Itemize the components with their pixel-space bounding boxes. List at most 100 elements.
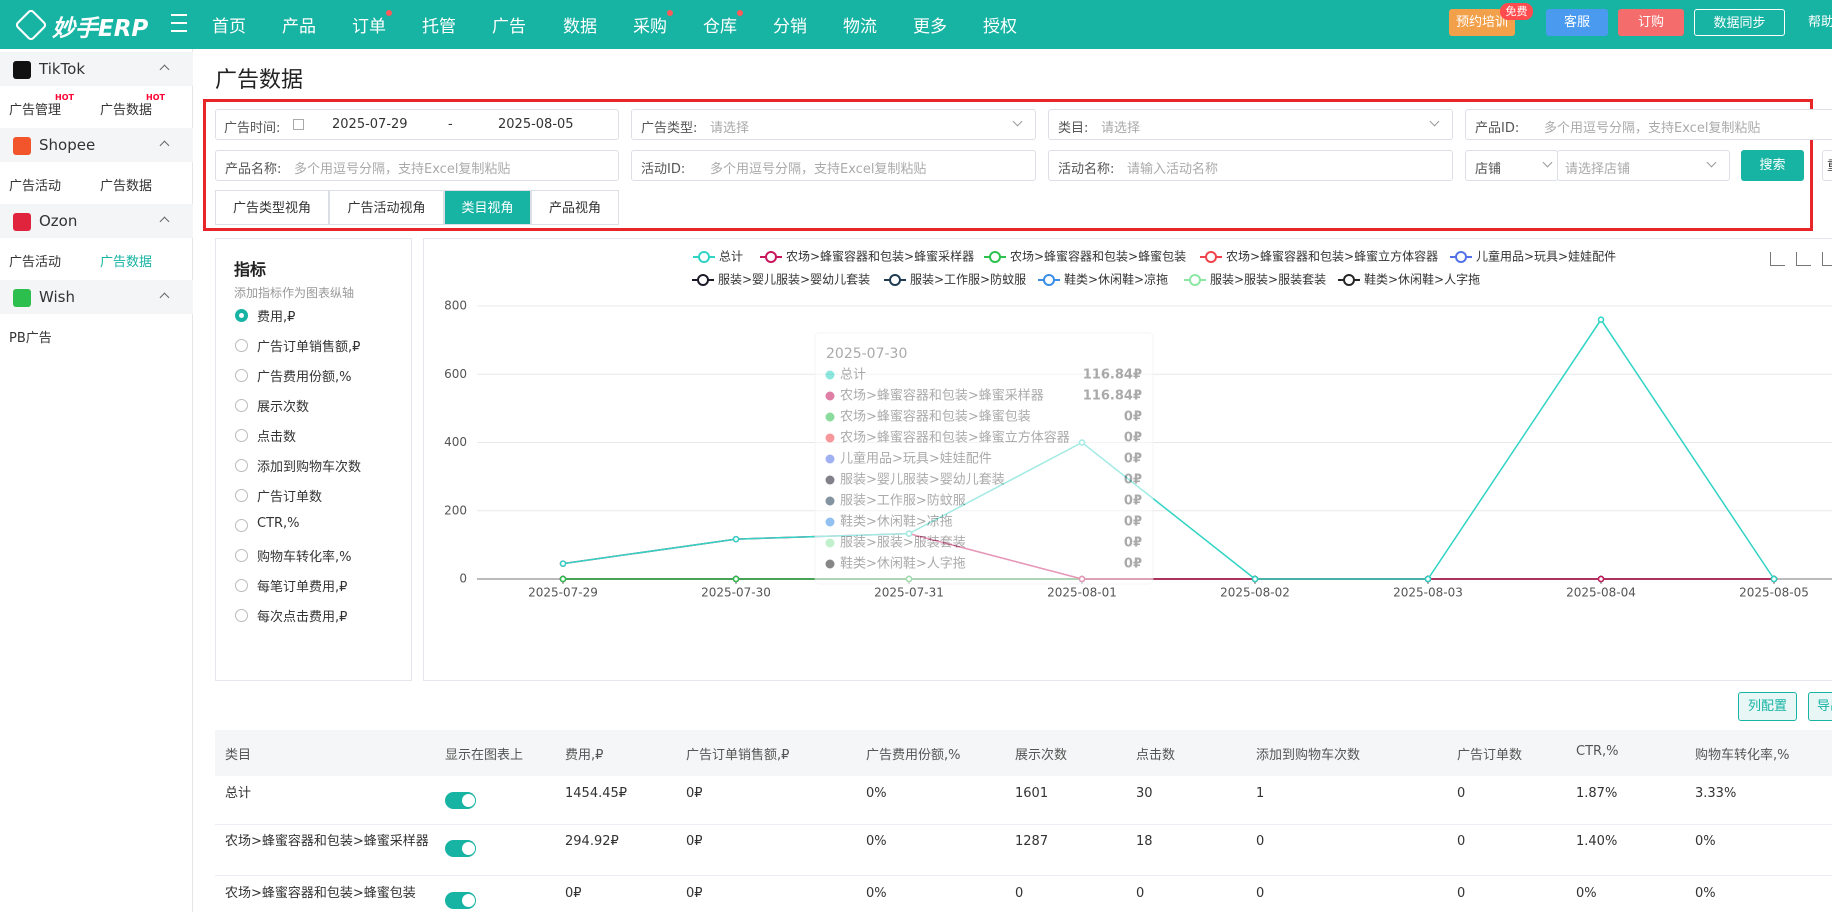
legend-marker[interactable] bbox=[1343, 274, 1355, 286]
radio[interactable] bbox=[235, 549, 248, 562]
header-button[interactable]: 帮助 bbox=[1807, 15, 1832, 30]
metric-option[interactable]: 购物车转化率,% bbox=[257, 550, 352, 565]
filter-box[interactable] bbox=[215, 150, 619, 181]
nav-item[interactable]: 物流 bbox=[843, 17, 877, 37]
header-button[interactable]: 数据同步 bbox=[1694, 9, 1785, 36]
radio[interactable] bbox=[235, 579, 248, 592]
metric-option[interactable]: 每笔订单费用,₽ bbox=[257, 580, 348, 595]
nav-item[interactable]: 订单 bbox=[352, 17, 386, 37]
nav-item[interactable]: 仓库 bbox=[703, 17, 737, 37]
legend-marker[interactable] bbox=[989, 251, 1001, 263]
radio[interactable] bbox=[235, 609, 248, 622]
filter-box[interactable] bbox=[631, 150, 1036, 181]
radio[interactable] bbox=[235, 459, 248, 472]
metric-option[interactable]: CTR,% bbox=[257, 516, 300, 531]
metric-option[interactable]: 添加到购物车次数 bbox=[257, 460, 362, 475]
table-cell: 1601 bbox=[1015, 786, 1049, 801]
filter-box[interactable] bbox=[1557, 150, 1730, 181]
view-tab[interactable]: 广告类型视角 bbox=[215, 190, 329, 225]
radio[interactable] bbox=[235, 399, 248, 412]
row-divider bbox=[215, 824, 1832, 825]
table-header: 类目 bbox=[225, 748, 252, 763]
table-header: 广告订单数 bbox=[1457, 748, 1523, 763]
legend-label[interactable]: 服装>服装>服装套装 bbox=[1210, 273, 1326, 287]
metric-option[interactable]: 展示次数 bbox=[257, 400, 310, 415]
legend-marker[interactable] bbox=[889, 274, 901, 286]
bar-icon[interactable] bbox=[1796, 252, 1811, 266]
table-cell: 30 bbox=[1136, 786, 1153, 801]
legend-marker[interactable] bbox=[765, 251, 777, 263]
chart-icon[interactable] bbox=[1770, 252, 1785, 266]
platform-name: Wish bbox=[39, 288, 75, 306]
view-tab[interactable]: 广告活动视角 bbox=[329, 190, 444, 225]
sidebar-item[interactable]: 广告数据 bbox=[100, 179, 153, 194]
search-button[interactable]: 搜索 bbox=[1741, 150, 1804, 181]
nav-item[interactable]: 广告 bbox=[492, 17, 526, 37]
legend-label[interactable]: 农场>蜂蜜容器和包装>蜂蜜立方体容器 bbox=[1226, 249, 1438, 264]
legend-label[interactable]: 鞋类>休闲鞋>凉拖 bbox=[1064, 272, 1168, 287]
nav-item[interactable]: 首页 bbox=[212, 17, 246, 37]
metric-option[interactable]: 费用,₽ bbox=[257, 310, 296, 325]
sidebar-item[interactable]: 广告数据 bbox=[100, 255, 153, 270]
legend-marker[interactable] bbox=[1043, 274, 1055, 286]
view-tab[interactable]: 产品视角 bbox=[531, 190, 619, 225]
view-tab[interactable]: 类目视角 bbox=[444, 190, 531, 225]
radio[interactable] bbox=[235, 369, 248, 382]
nav-item[interactable]: 授权 bbox=[983, 17, 1017, 37]
legend-label[interactable]: 总计 bbox=[719, 250, 743, 264]
logo[interactable]: 妙手ERP bbox=[52, 16, 149, 42]
legend-label[interactable]: 服装>婴儿服装>婴幼儿套装 bbox=[718, 273, 870, 287]
header-button[interactable]: 客服 bbox=[1546, 9, 1608, 36]
radio[interactable] bbox=[235, 489, 248, 502]
radio[interactable] bbox=[235, 339, 248, 352]
radio[interactable] bbox=[235, 429, 248, 442]
filter-box[interactable] bbox=[631, 109, 1036, 140]
nav-item[interactable]: 更多 bbox=[913, 17, 947, 37]
metric-option[interactable]: 广告费用份额,% bbox=[257, 370, 352, 385]
legend-marker[interactable] bbox=[1189, 274, 1201, 286]
table-cell: 0 bbox=[1457, 886, 1466, 901]
metric-option[interactable]: 广告订单销售额,₽ bbox=[257, 340, 361, 355]
filter-box[interactable] bbox=[1048, 150, 1453, 181]
nav-item[interactable]: 数据 bbox=[563, 17, 597, 37]
nav-item[interactable]: 采购 bbox=[633, 17, 667, 37]
reset-button[interactable]: 重置 bbox=[1822, 150, 1832, 181]
filter-placeholder: 多个用逗号分隔，支持Excel复制粘贴 bbox=[710, 162, 927, 177]
menu-icon[interactable] bbox=[171, 14, 187, 32]
legend-label[interactable]: 鞋类>休闲鞋>人字拖 bbox=[1364, 272, 1480, 287]
header-button[interactable]: 订购 bbox=[1618, 9, 1684, 36]
metric-option[interactable]: 广告订单数 bbox=[257, 490, 323, 505]
radio[interactable] bbox=[235, 519, 248, 532]
sidebar-item[interactable]: 广告数据 bbox=[100, 103, 153, 118]
sidebar-item[interactable]: 广告活动 bbox=[9, 255, 62, 270]
action-button[interactable]: 导出 bbox=[1808, 692, 1832, 721]
filter-box[interactable] bbox=[1048, 109, 1453, 140]
filter-box[interactable] bbox=[215, 109, 619, 140]
sidebar-item[interactable]: 广告活动 bbox=[9, 179, 62, 194]
metric-option[interactable]: 每次点击费用,₽ bbox=[257, 610, 348, 625]
sidebar-item[interactable]: 广告管理 bbox=[9, 103, 62, 118]
metric-option[interactable]: 点击数 bbox=[257, 430, 297, 445]
legend-label[interactable]: 农场>蜂蜜容器和包装>蜂蜜采样器 bbox=[786, 249, 974, 264]
sidebar-section[interactable] bbox=[0, 280, 193, 314]
action-button[interactable]: 列配置 bbox=[1738, 692, 1797, 721]
legend-marker[interactable] bbox=[698, 251, 710, 263]
legend-marker[interactable] bbox=[1455, 251, 1467, 263]
sidebar-section[interactable] bbox=[0, 52, 193, 86]
nav-item[interactable]: 托管 bbox=[422, 17, 456, 37]
nav-item[interactable]: 分销 bbox=[773, 17, 807, 37]
legend-marker[interactable] bbox=[697, 274, 709, 286]
radio[interactable] bbox=[235, 309, 248, 322]
sidebar-section[interactable] bbox=[0, 128, 193, 162]
nav-item[interactable]: 产品 bbox=[282, 17, 316, 37]
table-header: 显示在图表上 bbox=[445, 748, 524, 763]
sidebar-item[interactable]: PB广告 bbox=[9, 331, 52, 346]
filter-box[interactable] bbox=[1465, 109, 1832, 140]
refresh-icon[interactable] bbox=[1822, 252, 1832, 266]
legend-label[interactable]: 农场>蜂蜜容器和包装>蜂蜜包装 bbox=[1010, 249, 1186, 264]
legend-label[interactable]: 服装>工作服>防蚊服 bbox=[910, 272, 1026, 287]
legend-marker[interactable] bbox=[1205, 251, 1217, 263]
sidebar-section[interactable] bbox=[0, 204, 193, 238]
legend-label[interactable]: 儿童用品>玩具>娃娃配件 bbox=[1476, 249, 1616, 264]
